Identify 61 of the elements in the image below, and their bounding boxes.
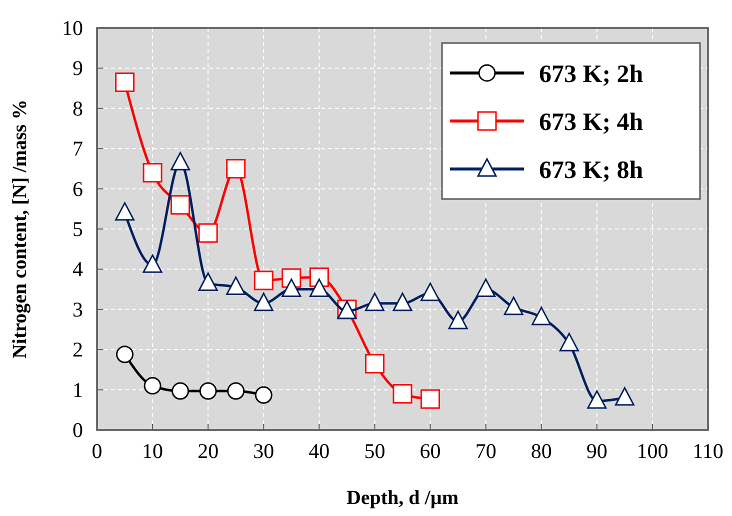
point <box>142 162 162 182</box>
x-tick-label: 70 <box>475 439 496 463</box>
x-tick-label: 50 <box>364 439 386 463</box>
y-tick-label: 2 <box>72 338 83 362</box>
x-tick-label: 40 <box>308 439 330 463</box>
x-tick-label: 110 <box>692 439 724 463</box>
point <box>115 202 135 221</box>
point <box>170 152 190 170</box>
x-tick-label: 80 <box>530 439 552 463</box>
point <box>170 195 190 215</box>
point <box>254 270 274 290</box>
point <box>364 354 384 374</box>
y-tick-label: 7 <box>72 136 83 161</box>
y-tick-label: 6 <box>72 176 83 201</box>
x-tick-label: 0 <box>92 439 102 463</box>
point <box>392 292 412 312</box>
legend-label: 673 K; 4h <box>539 109 644 136</box>
point <box>116 346 134 364</box>
y-tick-label: 1 <box>72 378 83 402</box>
point <box>504 296 524 316</box>
point <box>420 282 440 302</box>
y-tick-label: 5 <box>72 217 83 241</box>
point <box>198 272 218 292</box>
y-tick-label: 4 <box>72 257 84 282</box>
point <box>172 382 190 400</box>
point <box>559 332 579 352</box>
y-tick-label: 8 <box>72 96 83 120</box>
x-tick-label: 20 <box>198 439 219 463</box>
y-tick-label: 3 <box>72 297 83 322</box>
point <box>476 278 496 298</box>
point <box>420 389 440 409</box>
point <box>448 310 468 330</box>
point <box>392 384 412 404</box>
point <box>199 382 217 400</box>
legend-label: 673 K; 8h <box>539 157 644 184</box>
point <box>226 158 246 178</box>
x-axis-title: Depth, d /µm <box>346 487 459 509</box>
x-tick-label: 60 <box>420 439 441 463</box>
x-tick-label: 90 <box>586 439 608 463</box>
point <box>254 292 274 312</box>
point <box>115 72 135 92</box>
y-tick-label: 10 <box>62 16 83 40</box>
point <box>309 278 329 298</box>
point <box>142 254 162 273</box>
y-tick-label: 9 <box>72 56 83 80</box>
x-tick-label: 30 <box>253 439 274 463</box>
point <box>614 387 634 406</box>
legend-label: 673 K; 2h <box>539 61 644 88</box>
point <box>144 377 162 395</box>
point <box>226 276 246 296</box>
point <box>364 292 384 312</box>
x-tick-label: 100 <box>636 439 668 463</box>
point <box>282 278 302 298</box>
x-tick-label: 10 <box>142 439 164 463</box>
point <box>198 223 218 243</box>
point <box>254 386 272 404</box>
point <box>587 390 607 409</box>
point <box>227 382 245 400</box>
y-tick-label: 0 <box>72 418 83 442</box>
y-axis-title: Nitrogen content, [N] /mass % <box>9 99 31 359</box>
point <box>532 306 552 326</box>
